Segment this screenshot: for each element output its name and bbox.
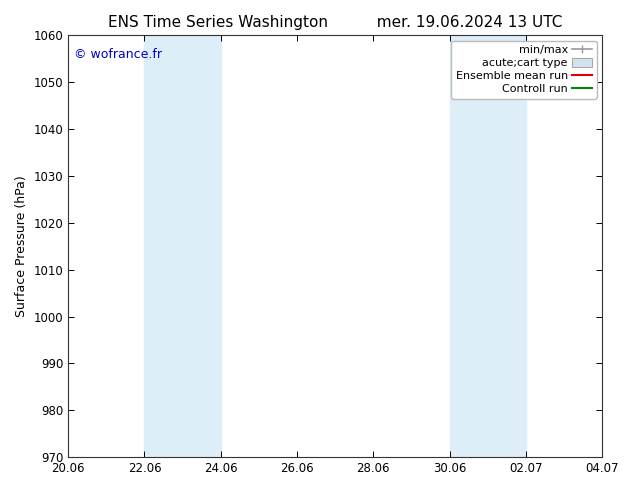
Bar bbox=[145, 35, 221, 457]
Bar bbox=[450, 35, 526, 457]
Legend: min/max, acute;cart type, Ensemble mean run, Controll run: min/max, acute;cart type, Ensemble mean … bbox=[451, 41, 597, 98]
Y-axis label: Surface Pressure (hPa): Surface Pressure (hPa) bbox=[15, 175, 28, 317]
Title: ENS Time Series Washington          mer. 19.06.2024 13 UTC: ENS Time Series Washington mer. 19.06.20… bbox=[108, 15, 562, 30]
Text: © wofrance.fr: © wofrance.fr bbox=[74, 48, 162, 61]
